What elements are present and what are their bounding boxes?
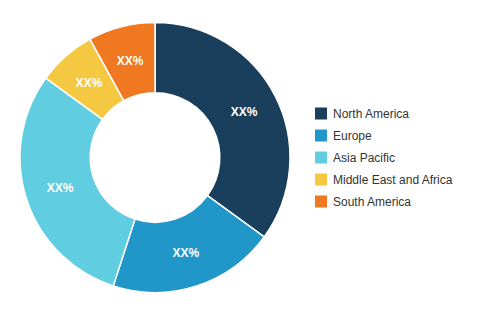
legend-swatch (315, 152, 327, 164)
data-labels: XX% XX% XX% XX% XX% (47, 54, 258, 260)
data-label: XX% (76, 76, 103, 90)
data-label: XX% (173, 246, 200, 260)
legend-item: Europe (315, 129, 372, 143)
legend-item: South America (315, 195, 411, 209)
legend-item: North America (315, 107, 409, 121)
slice (155, 23, 290, 237)
donut (20, 23, 290, 293)
legend-label: Asia Pacific (333, 151, 395, 165)
data-label: XX% (231, 105, 258, 119)
legend-swatch (315, 174, 327, 186)
legend-swatch (315, 130, 327, 142)
legend-label: South America (333, 195, 411, 209)
legend-swatch (315, 108, 327, 120)
legend-item: Asia Pacific (315, 151, 395, 165)
legend-item: Middle East and Africa (315, 173, 453, 187)
legend: North America Europe Asia Pacific Middle Ea… (315, 107, 453, 209)
legend-label: Europe (333, 129, 372, 143)
chart: XX% XX% XX% XX% XX% North America Europe Asia P… (0, 0, 500, 315)
legend-swatch (315, 196, 327, 208)
data-label: XX% (117, 54, 144, 68)
data-label: XX% (47, 181, 74, 195)
legend-label: North America (333, 107, 409, 121)
slice (113, 196, 264, 293)
legend-label: Middle East and Africa (333, 173, 453, 187)
slice (20, 78, 135, 286)
